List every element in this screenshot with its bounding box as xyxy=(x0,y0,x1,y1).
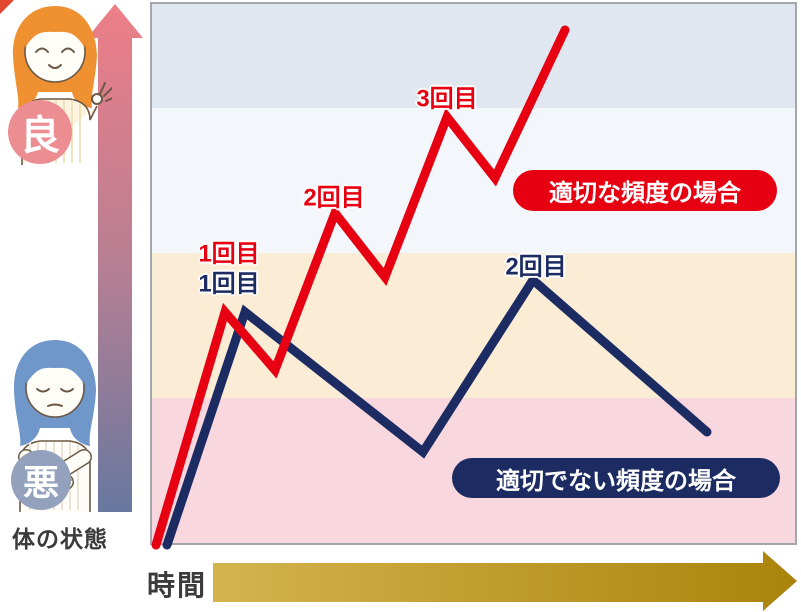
happy-eyes xyxy=(35,47,75,53)
x-axis-title: 時間 xyxy=(147,570,208,601)
condition-axis-arrow xyxy=(87,4,143,512)
time-arrow-shape xyxy=(213,551,797,611)
series-annotation: 3回目 xyxy=(416,85,478,113)
bad-state-badge: 悪 xyxy=(11,450,71,510)
good-state-badge: 良 xyxy=(8,100,72,164)
condition-arrow-shape xyxy=(87,4,143,512)
sad-eyes xyxy=(36,388,74,393)
y-axis-title: 体の状態 xyxy=(12,526,108,552)
series-annotation: 2回目 xyxy=(303,184,365,212)
ok-hand-fingers xyxy=(99,82,112,102)
series-annotation: 2回目 xyxy=(505,253,567,281)
fringe xyxy=(26,350,84,384)
good-state-label: 良 xyxy=(20,114,60,158)
series-annotation: 1回目 xyxy=(198,240,260,268)
bad-state-label: 悪 xyxy=(22,462,59,503)
fringe xyxy=(25,16,85,48)
legend-badge-appropriate: 適切な頻度の場合 xyxy=(513,170,777,211)
corner-accent xyxy=(0,0,14,14)
legend-badge-inappropriate: 適切でない頻度の場合 xyxy=(452,458,780,498)
smile-mouth xyxy=(48,64,62,69)
time-axis-arrow xyxy=(213,551,797,611)
series-annotation: 1回目 xyxy=(198,270,260,298)
frown-mouth xyxy=(47,403,63,407)
ok-hand xyxy=(91,93,103,105)
